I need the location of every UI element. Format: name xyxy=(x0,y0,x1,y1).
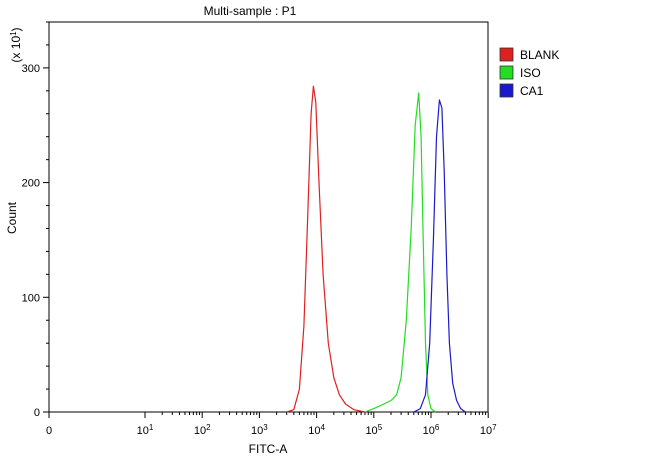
series-group xyxy=(286,85,466,413)
y-axis-label: Count xyxy=(5,201,19,234)
plot-area xyxy=(48,21,489,413)
x-tick-base: 10 xyxy=(365,425,377,437)
x-tick-base: 10 xyxy=(480,425,492,437)
x-tick-label: 101 xyxy=(137,423,154,438)
x-tick-exp: 5 xyxy=(378,423,383,432)
y-tick-label: 0 xyxy=(34,407,40,419)
y-tick-label: 100 xyxy=(22,292,40,304)
x-axis-label: FITC-A xyxy=(249,442,288,456)
x-tick-base: 0 xyxy=(46,425,52,437)
legend-label-ca1: CA1 xyxy=(520,84,544,98)
series-line-iso xyxy=(364,92,436,413)
x-tick-label: 102 xyxy=(194,423,211,438)
legend-swatch-iso xyxy=(499,65,514,80)
x-tick-label: 104 xyxy=(308,423,325,438)
x-tick-base: 10 xyxy=(251,425,263,437)
x-tick-exp: 6 xyxy=(435,423,440,432)
x-tick-exp: 1 xyxy=(149,423,154,432)
x-tick-label: 0 xyxy=(46,425,52,437)
x-tick-exp: 4 xyxy=(320,423,325,432)
x-axis: 0 101 102 103 104 105 106 107 xyxy=(46,412,497,437)
x-tick-label: 103 xyxy=(251,423,268,438)
y-multiplier-close: ) xyxy=(9,27,23,31)
y-multiplier-exp: 1 xyxy=(9,31,18,36)
series-line-blank xyxy=(286,85,366,413)
x-tick-base: 10 xyxy=(137,425,149,437)
x-tick-base: 10 xyxy=(194,425,206,437)
legend-label-iso: ISO xyxy=(520,66,541,80)
x-tick-label: 105 xyxy=(365,423,382,438)
plot-frame xyxy=(48,21,489,413)
x-tick-base: 10 xyxy=(423,425,435,437)
chart-title: Multi-sample : P1 xyxy=(204,4,297,18)
series-line-ca1 xyxy=(413,99,466,413)
legend-swatch-ca1 xyxy=(499,83,514,98)
y-axis: 0 100 200 300 xyxy=(22,21,49,419)
x-tick-exp: 7 xyxy=(492,423,497,432)
y-multiplier-label: (x 101) xyxy=(9,27,24,62)
y-multiplier-base: (x 10 xyxy=(9,36,23,63)
x-tick-base: 10 xyxy=(308,425,320,437)
legend-swatch-blank xyxy=(499,47,514,62)
legend-label-blank: BLANK xyxy=(520,48,559,62)
legend: BLANK ISO CA1 xyxy=(499,47,559,98)
x-tick-label: 106 xyxy=(423,423,440,438)
y-tick-label: 300 xyxy=(22,63,40,75)
x-tick-label: 107 xyxy=(480,423,497,438)
y-tick-label: 200 xyxy=(22,178,40,190)
x-tick-exp: 3 xyxy=(263,423,268,432)
x-tick-exp: 2 xyxy=(206,423,211,432)
